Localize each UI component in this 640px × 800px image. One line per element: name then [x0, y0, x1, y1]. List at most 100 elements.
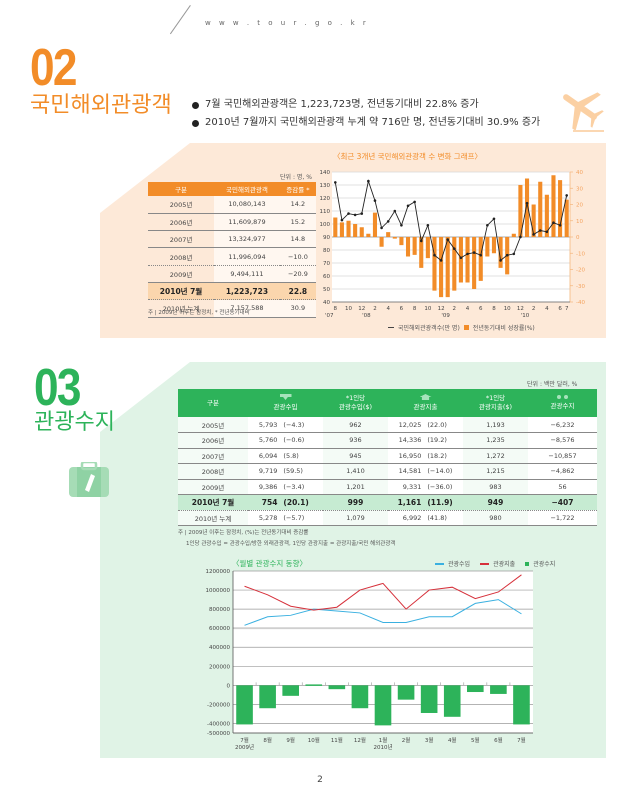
svg-text:12: 12	[438, 306, 445, 312]
svg-text:3월: 3월	[425, 736, 434, 744]
table1-note: 주 | 2009년 이후는 잠정치, * 전년동기대비	[148, 310, 250, 316]
svg-text:2: 2	[453, 306, 457, 312]
table2-note1: 주 | 2009년 이후는 잠정치, (%)는 전년동기대비 증감률	[178, 530, 309, 536]
col-header: *1인당 관광지출($)	[463, 389, 528, 417]
svg-text:800000: 800000	[209, 607, 230, 613]
legend-line-icon	[388, 326, 394, 329]
table-row-highlight: 2010년 7월 1,223,723 22.8	[148, 282, 316, 301]
table-row: 2008년 11,996,094 −10.0	[148, 247, 316, 266]
tourism-balance-table: 구분 관광수입 *1인당 관광수입($) 관광지출 *1인당 관광지출($) 관…	[178, 389, 597, 526]
svg-text:70: 70	[323, 261, 330, 267]
svg-text:200000: 200000	[209, 664, 230, 670]
svg-text:10: 10	[504, 306, 511, 312]
legend-bar-icon	[463, 325, 469, 330]
table-row: 2006년 5,760 (−0.6) 936 14,336 (19.2) 1,235 −8,5…	[178, 432, 597, 449]
col-header-expense: 관광지출	[388, 389, 463, 417]
svg-text:12월: 12월	[354, 736, 366, 744]
table-row: 2005년 5,793 (−4.3) 962 12,025 (22.0) 1,193 −6,2…	[178, 417, 597, 433]
svg-text:12: 12	[358, 306, 365, 312]
chart1-title: 〈최근 3개년 국민해외관광객 수 변화 그래프〉	[333, 152, 482, 161]
col-header: 구분	[178, 389, 248, 417]
table-row: 2008년 9,719 (59.5) 1,410 14,581 (−14.0) 1,215−…	[178, 463, 597, 480]
svg-text:90: 90	[323, 235, 330, 241]
svg-text:8월: 8월	[263, 736, 272, 744]
svg-text:100: 100	[320, 222, 330, 228]
svg-text:7월: 7월	[240, 736, 249, 744]
table-row: 2005년 10,080,143 14.2	[148, 196, 316, 214]
chart1-legend: 국민해외관광객수(만 명) 전년동기대비 성장률(%)	[388, 323, 535, 332]
outbound-tourists-table: 구분 국민해외관광객 증감률 * 2005년 10,080,143 14.2 200…	[148, 182, 316, 318]
svg-text:40: 40	[576, 170, 583, 176]
svg-text:6: 6	[558, 306, 562, 312]
svg-text:-20: -20	[576, 268, 585, 274]
svg-text:120: 120	[320, 196, 330, 202]
income-arrow-icon	[279, 394, 292, 400]
section02-bullets: 7월 국민해외관광객은 1,223,723명, 전년동기대비 22.8% 증가 …	[192, 96, 540, 132]
svg-text:1월: 1월	[379, 736, 388, 744]
table-row: 2007년 6,094 (5.8) 945 16,950 (18.2) 1,272 −10,8…	[178, 448, 597, 464]
table-row: 2010년 누계 5,278 (−5.7) 1,079 6,992 (41.8) 980 −1…	[178, 510, 597, 526]
svg-text:-400000: -400000	[207, 721, 230, 727]
svg-text:30: 30	[576, 186, 583, 192]
svg-text:4: 4	[386, 306, 390, 312]
svg-text:12: 12	[517, 306, 524, 312]
col-header: 국민해외관광객	[214, 182, 280, 196]
svg-text:60: 60	[323, 274, 330, 280]
svg-text:110: 110	[320, 209, 330, 215]
col-header: 구분	[148, 182, 215, 196]
col-header-income: 관광수입	[248, 389, 323, 417]
svg-text:130: 130	[320, 183, 330, 189]
svg-text:-40: -40	[576, 300, 585, 306]
svg-text:2: 2	[373, 306, 377, 312]
svg-text:'08: '08	[362, 313, 371, 319]
svg-text:4월: 4월	[448, 736, 457, 744]
svg-text:9월: 9월	[286, 736, 295, 744]
svg-text:600000: 600000	[209, 626, 230, 632]
svg-text:7월: 7월	[517, 736, 526, 744]
svg-text:6: 6	[400, 306, 404, 312]
svg-text:4: 4	[466, 306, 470, 312]
expense-house-icon	[419, 394, 432, 400]
svg-text:0: 0	[227, 683, 231, 689]
bullet-item: 2010년 7월까지 국민해외관광객 누계 약 716만 명, 전년동기대비 3…	[192, 114, 540, 132]
svg-text:7: 7	[565, 306, 569, 312]
svg-text:-10: -10	[576, 251, 585, 257]
svg-text:'10: '10	[521, 313, 530, 319]
table-row-highlight: 2010년 7월 754 (20.1) 999 1,161 (11.9) 949 −407	[178, 494, 597, 511]
section03-title: 관광수지	[34, 410, 115, 435]
chart2-legend: 관광수입 관광지출 관광수지	[435, 559, 555, 568]
svg-text:11월: 11월	[331, 736, 343, 744]
legend-balance-icon	[525, 561, 530, 566]
svg-text:2월: 2월	[402, 736, 411, 744]
col-header: *1인당 관광수입($)	[323, 389, 388, 417]
chart2-title: 〈월별 관광수지 동향〉	[232, 559, 307, 568]
bullet-icon	[192, 119, 199, 127]
section02-title: 국민해외관광객	[30, 93, 172, 118]
suitcase-icon	[69, 462, 109, 497]
site-url: w w w . t o u r . g o . k r	[205, 19, 369, 27]
svg-text:5월: 5월	[471, 736, 480, 744]
legend-income-icon	[435, 562, 444, 565]
airplane-icon	[563, 92, 604, 130]
table-row: 2009년 9,494,111 −20.9	[148, 265, 316, 283]
table-row: 2006년 11,609,879 15.2	[148, 213, 316, 232]
table-row: 2009년 9,386 (−3.4) 1,201 9,331 (−36.0) 983 56	[178, 479, 597, 495]
svg-text:-200000: -200000	[207, 702, 230, 708]
col-header-balance: 관광수지	[528, 389, 597, 417]
section03-number: 03	[34, 359, 81, 417]
svg-text:6월: 6월	[494, 736, 503, 744]
svg-text:-500000: -500000	[207, 731, 230, 737]
svg-text:10: 10	[576, 219, 583, 225]
outbound-tourists-chart: 40 50 60 70 80 90 100 110 120 130 140 -40 -30 -20 -10 0…	[320, 170, 585, 319]
svg-text:50: 50	[323, 287, 330, 293]
monthly-balance-chart: 1200000 1000000 800000 600000 400000 200000 0 -…	[206, 569, 533, 750]
svg-text:0: 0	[576, 235, 580, 241]
bullet-icon	[192, 101, 199, 109]
svg-text:6: 6	[479, 306, 483, 312]
table1-unit: 단위 : 명, %	[280, 174, 312, 181]
svg-text:'09: '09	[441, 313, 450, 319]
svg-text:80: 80	[323, 248, 330, 254]
svg-text:400000: 400000	[209, 645, 230, 651]
balance-people-icon	[528, 395, 597, 399]
svg-text:4: 4	[545, 306, 549, 312]
